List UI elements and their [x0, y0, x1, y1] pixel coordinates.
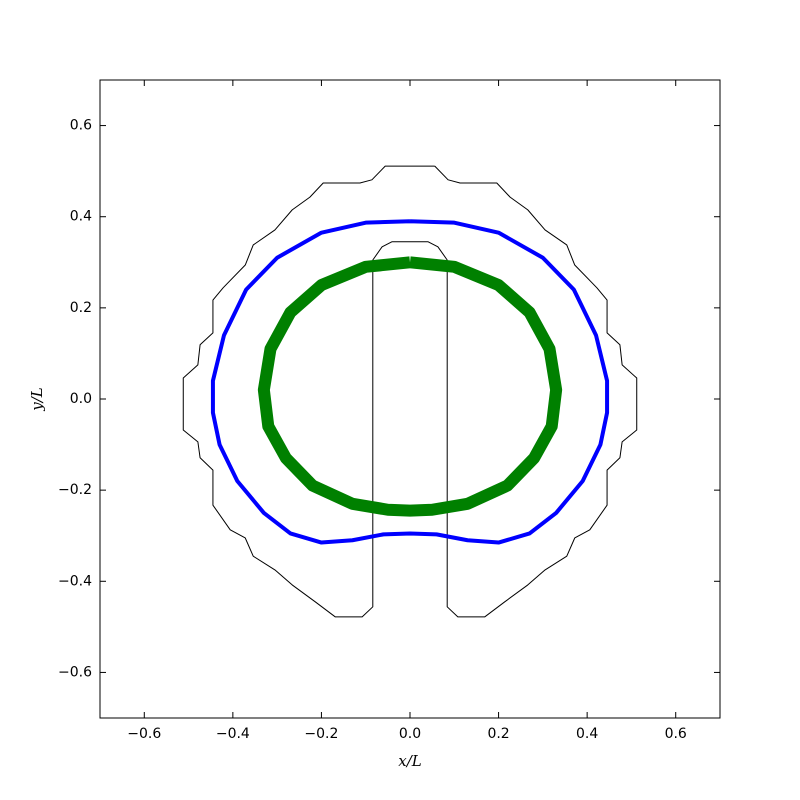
x-tick-label: −0.6	[127, 726, 161, 742]
x-tick-label: 0.4	[576, 726, 598, 742]
y-tick-label: 0.4	[70, 209, 92, 225]
y-tick-label: −0.2	[58, 482, 92, 498]
plot-frame	[99, 79, 721, 719]
y-tick-label: −0.4	[58, 573, 92, 589]
contour-line	[257, 256, 563, 517]
x-tick-label: −0.2	[304, 726, 338, 742]
y-tick-label: −0.6	[58, 664, 92, 680]
y-tick-label: 0.6	[70, 118, 92, 134]
x-tick-label: 0.0	[399, 726, 421, 742]
y-tick-label: 0.2	[70, 300, 92, 316]
y-tick-label: 0.0	[70, 391, 92, 407]
x-tick-label: 0.6	[665, 726, 687, 742]
x-axis-label: x/L	[398, 752, 422, 770]
contour-line	[182, 165, 638, 618]
contour-line	[210, 219, 610, 545]
x-tick-label: −0.4	[216, 726, 250, 742]
y-axis-label: y/L	[28, 387, 46, 412]
x-tick-label: 0.2	[487, 726, 509, 742]
